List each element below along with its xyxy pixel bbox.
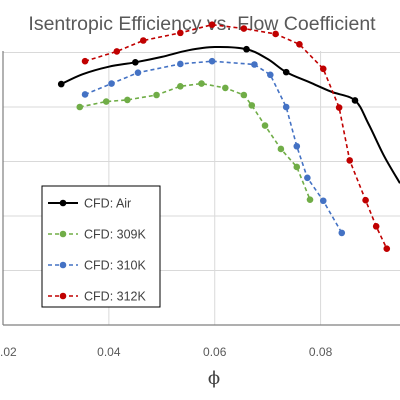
series-3-point-2 <box>139 37 147 44</box>
series-1-point-7 <box>240 91 248 99</box>
series-2-point-4 <box>208 57 216 65</box>
series-2-point-2 <box>134 69 142 76</box>
series-2-point-0 <box>81 91 89 98</box>
legend-marker-0 <box>59 199 67 207</box>
series-1-point-5 <box>198 80 205 87</box>
series-1-point-8 <box>248 102 256 109</box>
series-1 <box>76 80 314 203</box>
series-1-point-11 <box>293 163 301 171</box>
x-tick-label-0: .02 <box>0 345 17 359</box>
series-3-point-1 <box>113 48 121 55</box>
series-line-3 <box>84 23 388 250</box>
series-0 <box>57 45 400 184</box>
series-2-point-5 <box>251 61 258 68</box>
series-3-point-10 <box>346 157 354 164</box>
series-2-point-8 <box>293 142 301 150</box>
series-line-1 <box>79 82 311 200</box>
series-3-point-13 <box>383 245 391 252</box>
series-layer <box>57 21 400 252</box>
legend-marker-2 <box>59 261 67 269</box>
x-ticks: .02 0.04 0.06 0.08 <box>0 345 333 359</box>
series-2 <box>81 57 346 237</box>
series-3-point-9 <box>335 104 343 111</box>
series-3-point-11 <box>362 196 369 204</box>
series-0-point-2 <box>243 45 250 53</box>
series-3-point-6 <box>272 30 279 38</box>
series-1-point-9 <box>261 122 269 129</box>
x-axis-label: ϕ <box>208 368 220 389</box>
series-2-point-3 <box>177 60 184 68</box>
series-1-point-0 <box>76 103 84 111</box>
series-1-point-3 <box>153 91 160 99</box>
series-0-point-3 <box>282 68 290 76</box>
legend-marker-1 <box>59 230 67 238</box>
x-tick-label-3: 0.08 <box>309 345 333 359</box>
legend-box <box>41 185 161 308</box>
series-3-point-5 <box>240 25 248 32</box>
legend-label-0: CFD: Air <box>84 197 131 211</box>
legend-marker-3 <box>59 292 67 300</box>
series-3-point-0 <box>81 57 89 65</box>
series-line-2 <box>84 60 343 234</box>
series-2-point-7 <box>282 103 290 111</box>
series-3-point-8 <box>319 65 327 73</box>
series-2-point-9 <box>304 174 311 182</box>
x-tick-label-1: 0.04 <box>97 345 121 359</box>
series-1-point-12 <box>306 196 314 203</box>
series-1-point-1 <box>102 98 110 105</box>
series-0-point-1 <box>132 59 139 66</box>
series-3-point-4 <box>208 21 216 29</box>
legend-label-2: CFD: 310K <box>84 259 146 273</box>
chart-title: Isentropic Efficiency vs. Flow Coefficie… <box>28 13 376 35</box>
series-1-point-10 <box>277 145 285 153</box>
series-3-point-3 <box>177 29 184 37</box>
series-3-point-12 <box>372 223 380 230</box>
series-2-point-11 <box>338 229 346 237</box>
series-2-point-6 <box>267 71 274 79</box>
series-2-point-1 <box>108 80 115 87</box>
series-0-point-0 <box>57 80 65 88</box>
series-2-point-10 <box>319 197 327 205</box>
legend-label-3: CFD: 312K <box>84 290 146 304</box>
x-tick-label-2: 0.06 <box>203 345 227 359</box>
series-0-point-4 <box>351 97 359 104</box>
legend: CFD: Air CFD: 309K CFD: 310K CFD: 312K <box>41 185 161 308</box>
series-3 <box>81 21 391 252</box>
legend-label-1: CFD: 309K <box>84 228 146 242</box>
series-line-0 <box>60 46 400 184</box>
series-1-point-2 <box>124 96 131 104</box>
series-1-point-4 <box>177 82 184 90</box>
series-3-point-7 <box>296 41 303 48</box>
series-1-point-6 <box>222 84 229 92</box>
